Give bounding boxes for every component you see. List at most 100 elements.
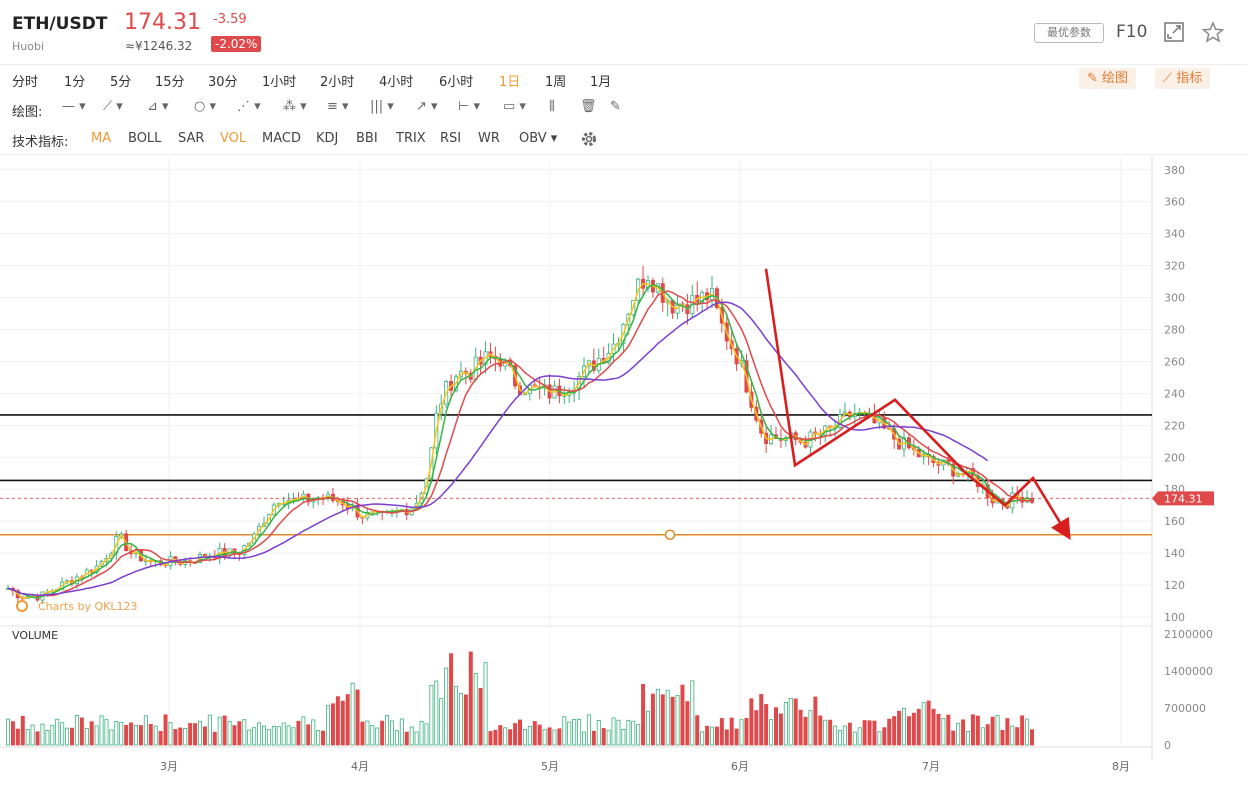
volume-bar — [961, 719, 966, 746]
volume-bar — [793, 698, 798, 746]
timeframe-3[interactable]: 15分 — [155, 75, 185, 90]
line-tool-icon[interactable]: — ▾ — [62, 99, 86, 114]
brush-icon[interactable]: ✎ — [610, 99, 621, 114]
indicator-kdj[interactable]: KDJ — [316, 131, 339, 146]
volume-bar — [375, 727, 380, 746]
volume-bar — [1005, 718, 1010, 746]
arrow-tool-icon[interactable]: ↗ ▾ — [416, 99, 438, 114]
volume-bar — [729, 717, 734, 746]
volume-bar — [542, 729, 547, 746]
note-tool-icon[interactable]: ▭ ▾ — [503, 99, 526, 114]
volume-bar — [562, 716, 567, 746]
timeframe-4[interactable]: 30分 — [208, 75, 238, 90]
volume-bar — [321, 730, 326, 746]
ellipse-tool-icon[interactable]: ○ ▾ — [194, 99, 217, 114]
timeframe-10[interactable]: 1周 — [545, 75, 567, 90]
volume-bar — [759, 694, 764, 746]
y-tick-label: 280 — [1164, 324, 1185, 337]
timeframe-2[interactable]: 5分 — [110, 75, 132, 90]
volume-bar — [276, 726, 281, 746]
optimal-params-button[interactable]: 最优参数 — [1034, 23, 1104, 43]
volume-bar — [887, 718, 892, 746]
indicator-sar[interactable]: SAR — [178, 131, 205, 146]
volume-bar — [621, 729, 626, 746]
indicator-rsi[interactable]: RSI — [440, 131, 462, 146]
y-tick-label: 320 — [1164, 260, 1185, 273]
pattern-tool-icon[interactable]: ⁂ ▾ — [283, 99, 307, 114]
y-tick-label: 120 — [1164, 579, 1185, 592]
volume-bar — [217, 716, 222, 746]
volume-bar — [360, 721, 365, 746]
volume-bar — [867, 720, 872, 746]
f10-button[interactable]: F10 — [1116, 22, 1148, 42]
volume-bar — [429, 685, 434, 746]
indicator-trix[interactable]: TRIX — [396, 131, 426, 146]
volume-bar — [872, 720, 877, 746]
timeframe-0[interactable]: 分时 — [12, 75, 39, 90]
y-tick-label: 360 — [1164, 196, 1185, 209]
timeframe-9[interactable]: 1日 — [499, 75, 521, 90]
indicator-vol[interactable]: VOL — [220, 131, 247, 146]
draw-button[interactable]: ✎ 绘图 — [1079, 68, 1137, 89]
volume-bar — [754, 710, 759, 746]
volume-bar — [744, 717, 749, 746]
channel-tool-icon[interactable]: ⊿ ▾ — [147, 99, 169, 114]
volume-bar — [828, 719, 833, 746]
volume-bar — [788, 697, 793, 746]
volume-bar — [266, 729, 271, 746]
volume-bar — [897, 710, 902, 746]
y-tick-label: 240 — [1164, 387, 1185, 400]
volume-bar — [769, 719, 774, 746]
volume-bar — [212, 731, 217, 746]
timeframe-6[interactable]: 2小时 — [320, 75, 355, 90]
indicator-wr[interactable]: WR — [478, 131, 500, 146]
volume-bar — [394, 730, 399, 746]
volume-bar — [25, 728, 30, 746]
y-tick-label: 160 — [1164, 515, 1185, 528]
ma10-line — [7, 284, 1033, 599]
volume-bar — [463, 694, 468, 746]
indicator-ma[interactable]: MA — [91, 131, 112, 146]
timeframe-1[interactable]: 1分 — [64, 75, 86, 90]
volume-bar — [513, 723, 518, 746]
pair-title: ETH/USDT — [12, 14, 108, 34]
settings-gear-icon[interactable] — [579, 129, 599, 149]
candle-tool-icon[interactable]: ⫼ — [549, 99, 555, 114]
volume-bar — [124, 724, 129, 746]
fullscreen-icon[interactable] — [1163, 21, 1185, 43]
volume-bar — [340, 700, 345, 746]
volume-bar — [439, 698, 444, 746]
volume-bar — [838, 730, 843, 746]
zigzag-tool-icon[interactable]: ⋰ ▾ — [237, 99, 261, 114]
volume-bar — [355, 689, 360, 746]
indicator-obv[interactable]: OBV ▾ — [519, 131, 558, 146]
timeframe-8[interactable]: 6小时 — [439, 75, 474, 90]
volume-bar — [345, 694, 350, 746]
timeframe-11[interactable]: 1月 — [590, 75, 612, 90]
volume-bar — [370, 725, 375, 746]
range-tool-icon[interactable]: ⊢ ▾ — [458, 99, 480, 114]
exchange-name: Huobi — [12, 40, 45, 53]
volume-bar — [660, 694, 665, 746]
timeframe-7[interactable]: 4小时 — [379, 75, 414, 90]
volume-bar — [389, 720, 394, 746]
last-price-tag — [1152, 491, 1214, 506]
gann-tool-icon[interactable]: ||| ▾ — [370, 99, 394, 114]
star-icon[interactable] — [1202, 21, 1224, 43]
y-tick-label: 200 — [1164, 451, 1185, 464]
indicator-button[interactable]: ⟋ 指标 — [1155, 68, 1211, 89]
volume-label: VOLUME — [12, 629, 58, 642]
indicator-macd[interactable]: MACD — [262, 131, 301, 146]
timeframe-5[interactable]: 1小时 — [262, 75, 297, 90]
indicator-bbi[interactable]: BBI — [356, 131, 378, 146]
ma20-line — [7, 290, 1033, 597]
qkl-logo — [16, 600, 28, 612]
volume-bar — [252, 727, 257, 746]
trash-icon[interactable]: 🗑 — [580, 99, 597, 114]
fib-tool-icon[interactable]: ≡ ▾ — [327, 99, 349, 114]
volume-bar — [55, 718, 60, 746]
volume-bar — [193, 723, 198, 746]
indicator-boll[interactable]: BOLL — [128, 131, 162, 146]
ray-tool-icon[interactable]: ⟋ ▾ — [103, 99, 123, 114]
